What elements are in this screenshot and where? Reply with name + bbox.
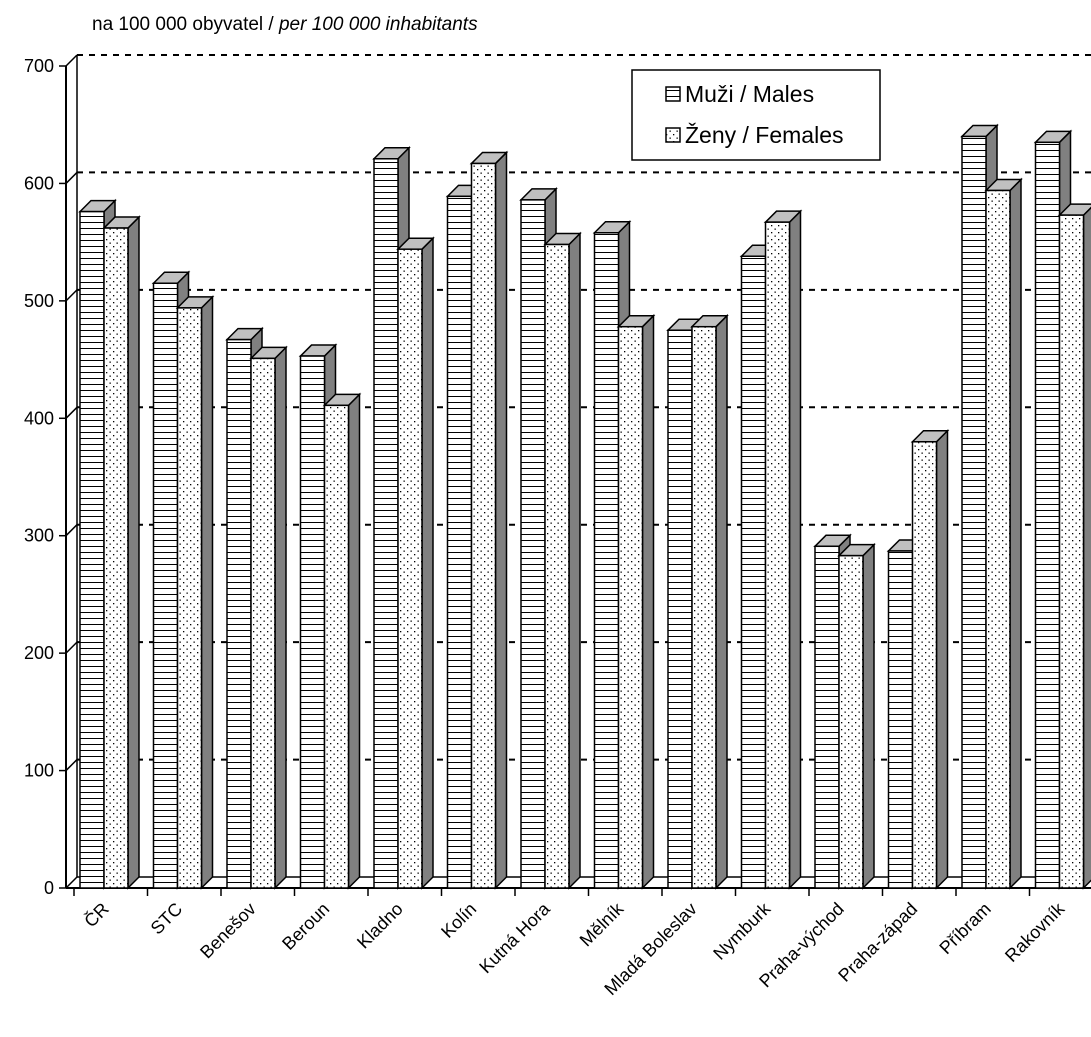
x-category-label: Benešov [196, 899, 260, 963]
bar-side [568, 231, 581, 890]
bar-front [814, 545, 840, 889]
y-tick-label: 300 [24, 526, 54, 546]
bar-front [250, 357, 276, 889]
bar-front [985, 189, 1011, 889]
legend: Muži / Males Ženy / Females [631, 69, 881, 161]
bar-side [788, 209, 802, 890]
bar-front [617, 325, 644, 889]
x-category-label: STC [147, 899, 187, 939]
x-category-label: Příbram [935, 899, 994, 958]
x-category-label: Mělník [576, 898, 628, 950]
bar-front [1058, 214, 1085, 889]
bar-front [446, 195, 473, 889]
legend-box [631, 69, 881, 161]
x-category-label: Praha-západ [834, 899, 921, 986]
gridline-diag-100 [65, 759, 78, 772]
bar-side [862, 542, 875, 890]
bar-front [667, 329, 693, 889]
bar-front [226, 338, 252, 889]
gridline-diag-400 [65, 406, 78, 419]
bar-front [544, 243, 570, 889]
unit-label-en: per 100 000 inhabitants [278, 14, 478, 35]
bar-side [1009, 177, 1022, 890]
legend-swatch-males [665, 86, 681, 102]
bar-females [690, 313, 729, 890]
bar-side [715, 313, 728, 890]
bar-front [299, 355, 326, 889]
gridline-diag-600 [65, 171, 78, 184]
x-category-label: Kladno [353, 899, 407, 953]
gridline-diag-200 [65, 641, 78, 654]
bar-front [397, 248, 423, 889]
bar-front [103, 227, 129, 889]
legend-label-males: Muži / Males [685, 81, 814, 107]
floor-diag-left [65, 876, 78, 889]
unit-label: na 100 000 obyvatel / per 100 000 inhabi… [92, 14, 478, 36]
bar-front [961, 135, 987, 889]
bars [78, 123, 1091, 890]
y-tick-label: 400 [24, 408, 54, 428]
y-tick-label: 100 [24, 761, 54, 781]
bar-side [935, 428, 949, 890]
bar-front [152, 282, 179, 889]
bar-front [691, 325, 717, 889]
x-category-label: Kutná Hora [475, 898, 554, 977]
x-category-label: Nymburk [709, 898, 775, 964]
bar-front [1034, 141, 1061, 889]
bar-front [79, 210, 105, 889]
x-category-label: ČR [80, 898, 113, 931]
bar-front [593, 231, 620, 889]
bar-side [641, 313, 655, 890]
bar-females [175, 295, 215, 890]
bar-females [469, 150, 509, 890]
bar-side [347, 392, 361, 890]
bar-females [396, 236, 435, 890]
bar-front [911, 441, 938, 889]
gridline-diag-500 [65, 289, 78, 302]
bar-side [1082, 206, 1091, 890]
gridline-diag-700 [65, 54, 78, 67]
bar-females [322, 392, 362, 890]
legend-swatch-females [665, 127, 681, 143]
bar-front [373, 158, 399, 889]
bar-front [740, 255, 767, 889]
bar-front [520, 199, 546, 889]
y-tick-label: 500 [24, 291, 54, 311]
y-tick-label: 700 [24, 56, 54, 76]
bar-females [837, 542, 876, 890]
bar-front [176, 307, 203, 889]
bar-females [102, 215, 141, 890]
legend-label-females: Ženy / Females [685, 122, 844, 148]
bar-side [127, 215, 140, 890]
x-category-label: Beroun [278, 899, 333, 954]
bar-females [763, 209, 803, 890]
bar-females [616, 313, 656, 890]
x-category-label: Kolín [437, 899, 480, 942]
bar-females [910, 428, 950, 890]
bar-side [421, 236, 434, 890]
bar-females [1057, 203, 1091, 890]
bar-females [249, 345, 288, 890]
bar-front [838, 554, 864, 889]
bar-front [470, 162, 497, 889]
y-tick-label: 200 [24, 643, 54, 663]
y-tick-label: 0 [44, 878, 54, 898]
unit-label-cz: na 100 000 obyvatel / [92, 14, 279, 35]
bar-front [764, 221, 791, 889]
bar-side [200, 295, 214, 890]
x-category-label: Rakovník [1001, 898, 1069, 966]
bar-front [323, 404, 350, 889]
gridline-diag-300 [65, 524, 78, 537]
bar-front [887, 550, 914, 889]
bar-side [494, 150, 508, 890]
bar-females [984, 177, 1023, 890]
bar-females [543, 231, 582, 890]
bar-side [274, 345, 287, 890]
y-tick-label: 600 [24, 173, 54, 193]
